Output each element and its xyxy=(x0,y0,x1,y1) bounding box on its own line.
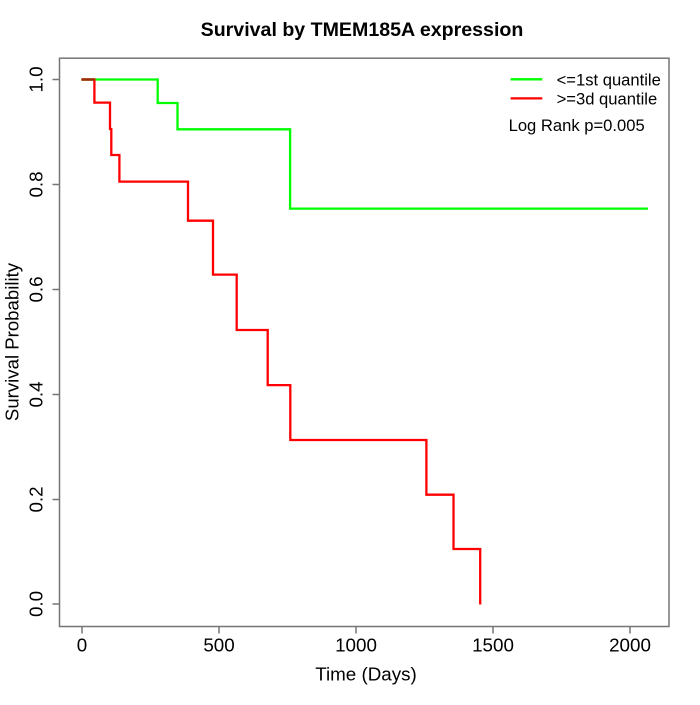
svg-text:0.0: 0.0 xyxy=(26,591,47,617)
svg-text:0.6: 0.6 xyxy=(26,276,47,302)
svg-text:Log Rank p=0.005: Log Rank p=0.005 xyxy=(509,116,645,135)
svg-text:Survival Probability: Survival Probability xyxy=(2,262,23,421)
svg-text:0.8: 0.8 xyxy=(26,171,47,197)
svg-text:0.2: 0.2 xyxy=(26,486,47,512)
svg-text:2000: 2000 xyxy=(609,635,651,656)
svg-text:0: 0 xyxy=(77,635,87,656)
svg-text:<=1st quantile: <=1st quantile xyxy=(557,71,661,90)
svg-text:>=3d quantile: >=3d quantile xyxy=(557,90,658,109)
svg-text:500: 500 xyxy=(203,635,234,656)
svg-text:Time (Days): Time (Days) xyxy=(315,664,417,685)
svg-text:1500: 1500 xyxy=(472,635,514,656)
svg-text:1000: 1000 xyxy=(335,635,377,656)
svg-text:0.4: 0.4 xyxy=(26,381,47,407)
svg-text:1.0: 1.0 xyxy=(26,66,47,92)
svg-text:Survival by TMEM185A expressio: Survival by TMEM185A expression xyxy=(201,19,524,41)
